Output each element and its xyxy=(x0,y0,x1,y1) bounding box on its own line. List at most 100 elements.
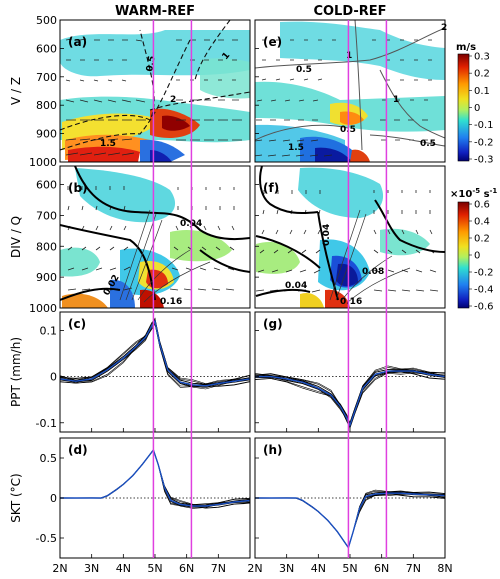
frame-c xyxy=(59,311,251,433)
pressure-b-tick-label-0: 600 xyxy=(36,179,57,192)
mean-line-g xyxy=(255,370,446,427)
member-line-d-2 xyxy=(60,449,251,508)
shade-e-red-spot xyxy=(350,149,370,162)
pressure-b-tick-label-3: 900 xyxy=(36,271,57,284)
shade-b-blue xyxy=(110,279,135,308)
member-line-d-4 xyxy=(60,449,251,509)
colorbar-velocity-tick-label-2: 0.1 xyxy=(474,86,490,97)
panel-c: 0.1 0 -0.1 (c) xyxy=(36,311,251,433)
shade-b-left-cyan xyxy=(60,247,100,277)
xtick-label-0-2: 4N xyxy=(116,562,131,575)
member-line-c-11 xyxy=(59,319,251,386)
member-line-h-10 xyxy=(254,493,446,549)
shade-b-top-cyan xyxy=(75,168,176,223)
member-line-d-10 xyxy=(59,449,251,509)
colorbar-velocity-bar xyxy=(457,53,470,162)
xtick-label-1-4: 6N xyxy=(374,562,389,575)
panel-letter-e: (e) xyxy=(263,35,282,49)
member-line-g-9 xyxy=(254,365,446,423)
ytick-label-d-1: 0 xyxy=(50,492,57,505)
pressure-a-tick-label-1: 600 xyxy=(36,42,57,55)
pressure-a-tick-label-0: 500 xyxy=(36,14,57,27)
member-line-h-0 xyxy=(255,492,446,549)
panel-e: (e) 0.5 1 1 2 0.5 0.5 1.5 xyxy=(254,19,447,163)
panel-h: (h) xyxy=(254,437,446,559)
colorbar-divergence-tick-label-6: -0.6 xyxy=(474,302,494,313)
contour-label-a-2: 2 xyxy=(170,95,176,105)
colorbar-velocity-tick-label-5: -0.2 xyxy=(474,137,494,148)
shade-a-right-cyan xyxy=(200,58,250,99)
contours-b xyxy=(60,166,250,301)
panel-f: (f) 0.04 0.04 0.08 0.16 xyxy=(254,165,446,309)
member-line-d-1 xyxy=(59,449,251,506)
colorbar-divergence-unit: ×10-5 s-1 xyxy=(450,187,497,200)
colorbar-velocity-tick-label-3: 0 xyxy=(474,103,480,114)
colorbar-divergence-tick-label-0: 0.6 xyxy=(474,200,490,211)
panel-b: (b) 0.04 0.02 0.16 xyxy=(59,165,251,309)
contour-label-e-3: 2 xyxy=(441,23,447,33)
shade-b-bottom-red xyxy=(140,289,164,308)
panel-a: (a) 0.5 1 2 1.5 xyxy=(59,19,251,163)
mean-line-d xyxy=(60,448,251,507)
colorbar-divergence-unit-tail: s xyxy=(480,189,489,200)
panel-d: 0.5 0 -0.5 (d) xyxy=(36,437,251,559)
shade-f-left-green xyxy=(256,242,300,274)
colorbar-divergence-tick-label-1: 0.4 xyxy=(474,217,490,228)
contour-label-e-5: 0.5 xyxy=(420,139,436,149)
pressure-b-tick-label-2: 800 xyxy=(36,240,57,253)
colorbar-velocity-tick-label-6: -0.3 xyxy=(474,155,494,166)
colorbar-velocity-tick-label-4: -0.1 xyxy=(474,120,494,131)
member-line-h-1 xyxy=(254,491,446,549)
panel-letter-a: (a) xyxy=(68,35,87,49)
member-line-c-7 xyxy=(59,318,251,385)
shade-b-bottom-left xyxy=(62,293,108,308)
contours-f xyxy=(255,166,445,301)
frame-a xyxy=(59,19,251,163)
frame-e xyxy=(254,19,446,163)
xtick-label-1-5: 7N xyxy=(406,562,421,575)
contour-label-f-2: 0.08 xyxy=(362,267,384,277)
ytick-label-c-1: 0 xyxy=(50,371,57,384)
member-line-h-3 xyxy=(254,490,446,549)
row-label-ppt: PPT (mm/h) xyxy=(9,337,23,407)
member-line-h-5 xyxy=(254,492,446,549)
xtick-label-0-3: 5N xyxy=(147,562,162,575)
member-line-c-5 xyxy=(59,319,251,386)
xtick-label-0-0: 2N xyxy=(52,562,67,575)
contours-a xyxy=(60,20,250,151)
colorbar-velocity-tick-label-0: 0.3 xyxy=(474,52,490,63)
shade-e-orange xyxy=(340,111,364,125)
member-line-c-3 xyxy=(59,317,251,385)
shade-f-top-cyan xyxy=(298,167,384,218)
contour-label-e-2: 1 xyxy=(393,95,399,105)
member-line-d-11 xyxy=(59,449,251,506)
pressure-a-tick-label-3: 800 xyxy=(36,99,57,112)
colorbar-divergence: ×10-5 s-1 0.6 0.4 0.2 0 -0.2 -0.4 -0.6 xyxy=(450,187,497,313)
colorbar-velocity: m/s 0.3 0.2 0.1 0 -0.1 -0.2 -0.3 xyxy=(456,42,494,166)
panel-letter-d: (d) xyxy=(68,443,88,457)
member-line-h-8 xyxy=(255,493,446,549)
vectors-e xyxy=(255,39,432,157)
colorbar-velocity-unit: m/s xyxy=(456,42,476,53)
contour-label-a-1: 1 xyxy=(221,51,233,62)
shade-f-bottom-yellow xyxy=(300,292,324,308)
column-title-cold: COLD-REF xyxy=(313,4,386,19)
contour-label-e-0: 0.5 xyxy=(296,65,312,75)
panel-letter-g: (g) xyxy=(263,317,283,331)
member-line-c-0 xyxy=(59,320,251,387)
mean-line-c xyxy=(59,319,251,387)
contour-label-b-2: 0.16 xyxy=(160,297,182,307)
colorbar-divergence-tick-label-5: -0.4 xyxy=(474,285,494,296)
member-line-h-7 xyxy=(254,490,446,549)
colorbar-divergence-bar xyxy=(457,201,470,309)
member-line-c-1 xyxy=(59,319,251,385)
pressure-b-tick-label-4: 1000 xyxy=(29,302,57,315)
panel-letter-h: (h) xyxy=(263,443,283,457)
pressure-a-tick-label-2: 700 xyxy=(36,71,57,84)
panel-letter-b: (b) xyxy=(68,181,88,195)
colorbar-divergence-tick-label-2: 0.2 xyxy=(474,234,490,245)
member-line-d-5 xyxy=(59,449,251,506)
pressure-b-tick-label-1: 700 xyxy=(36,209,57,222)
shade-a-dark xyxy=(162,115,190,131)
pressure-a-tick-label-5: 1000 xyxy=(29,156,57,169)
